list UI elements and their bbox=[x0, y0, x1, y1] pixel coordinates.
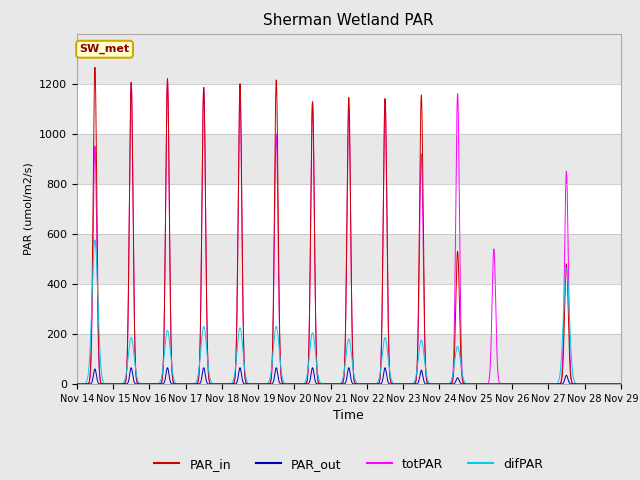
totPAR bbox=[617, 381, 625, 387]
Title: Sherman Wetland PAR: Sherman Wetland PAR bbox=[264, 13, 434, 28]
totPAR bbox=[486, 370, 493, 375]
totPAR bbox=[73, 381, 81, 387]
difPAR bbox=[470, 381, 478, 387]
difPAR bbox=[594, 381, 602, 387]
PAR_in bbox=[330, 381, 338, 387]
Bar bbox=[77, 234, 621, 284]
Line: totPAR: totPAR bbox=[77, 83, 621, 384]
PAR_in bbox=[594, 381, 602, 387]
totPAR bbox=[594, 381, 602, 387]
Line: PAR_in: PAR_in bbox=[77, 67, 621, 384]
difPAR bbox=[73, 381, 81, 387]
Bar bbox=[77, 334, 621, 384]
PAR_out bbox=[588, 381, 595, 387]
PAR_out bbox=[330, 381, 338, 387]
PAR_in bbox=[91, 64, 99, 70]
difPAR bbox=[486, 381, 493, 387]
PAR_out bbox=[470, 381, 478, 387]
totPAR bbox=[127, 80, 135, 85]
totPAR bbox=[588, 381, 595, 387]
Bar bbox=[77, 84, 621, 134]
PAR_in bbox=[73, 381, 81, 387]
PAR_in bbox=[486, 381, 493, 387]
Y-axis label: PAR (umol/m2/s): PAR (umol/m2/s) bbox=[24, 162, 33, 255]
Bar bbox=[77, 34, 621, 84]
Bar bbox=[77, 184, 621, 234]
PAR_out bbox=[73, 381, 81, 387]
totPAR bbox=[258, 381, 266, 387]
PAR_in bbox=[617, 381, 625, 387]
X-axis label: Time: Time bbox=[333, 409, 364, 422]
PAR_out bbox=[594, 381, 602, 387]
totPAR bbox=[470, 381, 478, 387]
totPAR bbox=[330, 381, 338, 387]
difPAR bbox=[588, 381, 595, 387]
PAR_out bbox=[486, 381, 493, 387]
Legend: PAR_in, PAR_out, totPAR, difPAR: PAR_in, PAR_out, totPAR, difPAR bbox=[150, 453, 548, 476]
PAR_out bbox=[617, 381, 625, 387]
PAR_in bbox=[470, 381, 478, 387]
Line: difPAR: difPAR bbox=[77, 240, 621, 384]
Text: SW_met: SW_met bbox=[79, 44, 130, 54]
Line: PAR_out: PAR_out bbox=[77, 368, 621, 384]
Bar bbox=[77, 134, 621, 184]
difPAR bbox=[258, 381, 266, 387]
difPAR bbox=[617, 381, 625, 387]
Bar bbox=[77, 284, 621, 334]
PAR_in bbox=[588, 381, 595, 387]
difPAR bbox=[91, 237, 99, 243]
difPAR bbox=[330, 381, 338, 387]
PAR_in bbox=[258, 381, 266, 387]
PAR_out bbox=[127, 365, 135, 371]
PAR_out bbox=[258, 381, 266, 387]
